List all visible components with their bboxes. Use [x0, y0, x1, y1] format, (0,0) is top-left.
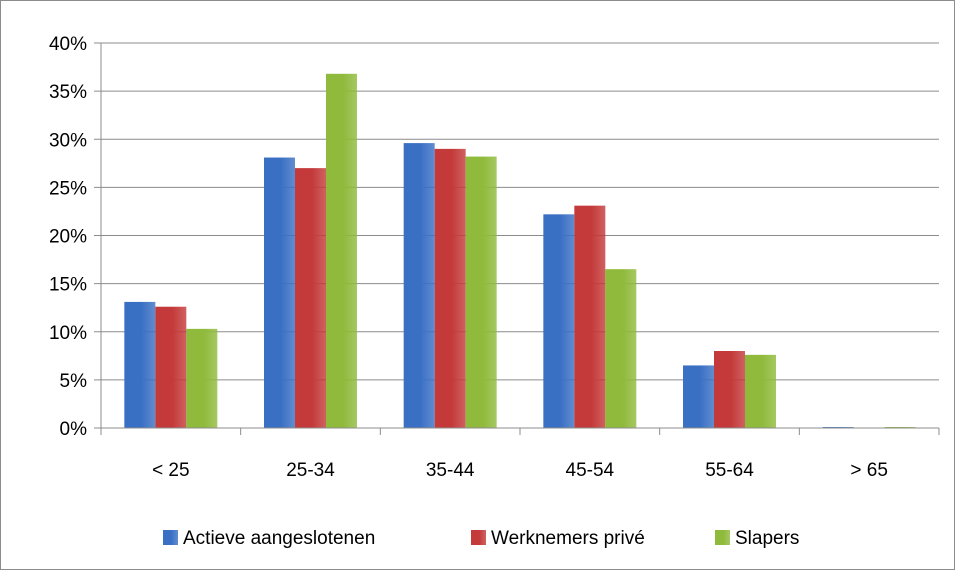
y-tick-label: 25%	[49, 178, 87, 199]
legend-swatch	[471, 530, 486, 545]
legend-label: Actieve aangeslotenen	[183, 528, 375, 549]
y-tick-label: 35%	[49, 82, 87, 103]
bar	[124, 301, 156, 428]
bars	[124, 73, 916, 429]
bar	[543, 214, 575, 428]
x-tick-label: > 65	[850, 460, 888, 481]
x-tick-label: 45-54	[566, 460, 615, 481]
y-tick-label: 0%	[60, 419, 88, 440]
y-tick-label: 5%	[60, 371, 88, 392]
bar	[264, 157, 295, 428]
x-tick-label: < 25	[152, 460, 190, 481]
x-tick-label: 35-44	[426, 460, 475, 481]
bar	[186, 328, 218, 428]
bar	[605, 269, 637, 428]
y-axis-ticks: 0% 5% 10% 15% 20% 25% 30% 35% 40%	[49, 34, 87, 440]
x-axis	[100, 43, 940, 435]
bar	[434, 148, 466, 428]
gridlines	[94, 42, 939, 429]
legend-label: Slapers	[735, 528, 799, 549]
legend-swatch	[163, 530, 178, 545]
y-tick-label: 20%	[49, 227, 87, 248]
bar	[155, 306, 187, 428]
y-tick-label: 30%	[49, 130, 87, 151]
bar	[574, 205, 606, 428]
legend-swatch	[715, 530, 730, 545]
legend-label: Werknemers privé	[491, 528, 645, 549]
bar	[745, 354, 776, 428]
bar	[714, 351, 745, 428]
bar	[326, 73, 357, 429]
x-tick-label: 55-64	[705, 460, 754, 481]
y-tick-label: 40%	[49, 34, 87, 55]
x-tick-label: 25-34	[286, 460, 335, 481]
y-tick-label: 15%	[49, 275, 87, 296]
bar	[403, 143, 435, 428]
bar	[465, 156, 497, 428]
y-tick-label: 10%	[49, 323, 87, 344]
bar	[683, 365, 714, 428]
bar	[295, 168, 326, 428]
legend: Actieve aangeslotenen Werknemers privé Sla…	[163, 528, 799, 549]
x-axis-ticks: < 25 25-34 35-44 45-54 55-64 > 65	[152, 460, 888, 481]
